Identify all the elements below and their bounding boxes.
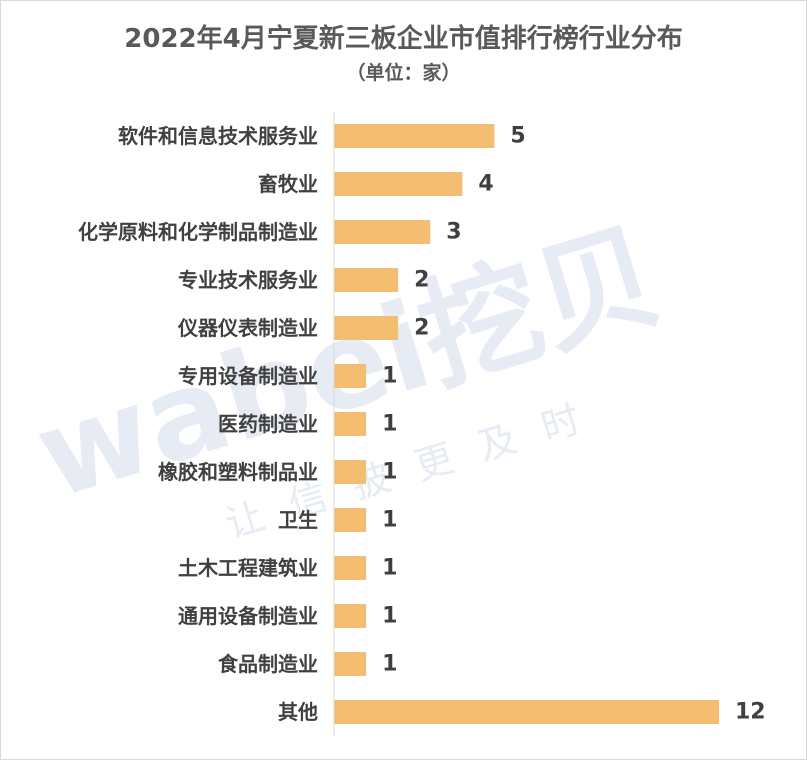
bar xyxy=(334,364,367,388)
bar xyxy=(334,652,367,676)
data-label: 1 xyxy=(382,460,397,485)
bar xyxy=(334,316,399,340)
bar xyxy=(334,556,367,580)
category-label: 卫生 xyxy=(278,508,318,532)
data-label: 1 xyxy=(382,652,397,677)
bar xyxy=(334,508,367,532)
category-label: 土木工程建筑业 xyxy=(178,556,318,580)
data-label: 1 xyxy=(382,412,397,437)
data-label: 1 xyxy=(382,604,397,629)
bar xyxy=(334,604,367,628)
chart-title: 2022年4月宁夏新三板企业市值排行榜行业分布 xyxy=(124,24,683,54)
data-label: 3 xyxy=(446,220,461,245)
category-label: 通用设备制造业 xyxy=(178,604,318,628)
category-label: 畜牧业 xyxy=(258,172,318,196)
data-label: 1 xyxy=(382,556,397,581)
data-label: 5 xyxy=(510,124,525,149)
bar xyxy=(334,220,431,244)
category-label: 专业技术服务业 xyxy=(178,268,318,292)
bar xyxy=(334,412,367,436)
data-label: 12 xyxy=(735,700,766,725)
data-label: 2 xyxy=(414,268,429,293)
data-label: 1 xyxy=(382,508,397,533)
bar xyxy=(334,268,399,292)
bar xyxy=(334,460,367,484)
bar xyxy=(334,124,495,148)
data-label: 2 xyxy=(414,316,429,341)
category-label: 橡胶和塑料制品业 xyxy=(158,460,318,484)
category-label: 化学原料和化学制品制造业 xyxy=(78,220,318,244)
category-label: 医药制造业 xyxy=(218,412,318,436)
bar xyxy=(334,172,463,196)
category-label: 仪器仪表制造业 xyxy=(177,316,318,340)
chart-subtitle: （单位：家） xyxy=(346,62,461,84)
data-label: 1 xyxy=(382,364,397,389)
data-label: 4 xyxy=(478,172,493,197)
bar xyxy=(334,700,719,724)
category-label: 食品制造业 xyxy=(218,652,318,676)
category-label: 其他 xyxy=(278,700,318,724)
category-label: 软件和信息技术服务业 xyxy=(118,124,318,148)
category-label: 专用设备制造业 xyxy=(178,364,318,388)
